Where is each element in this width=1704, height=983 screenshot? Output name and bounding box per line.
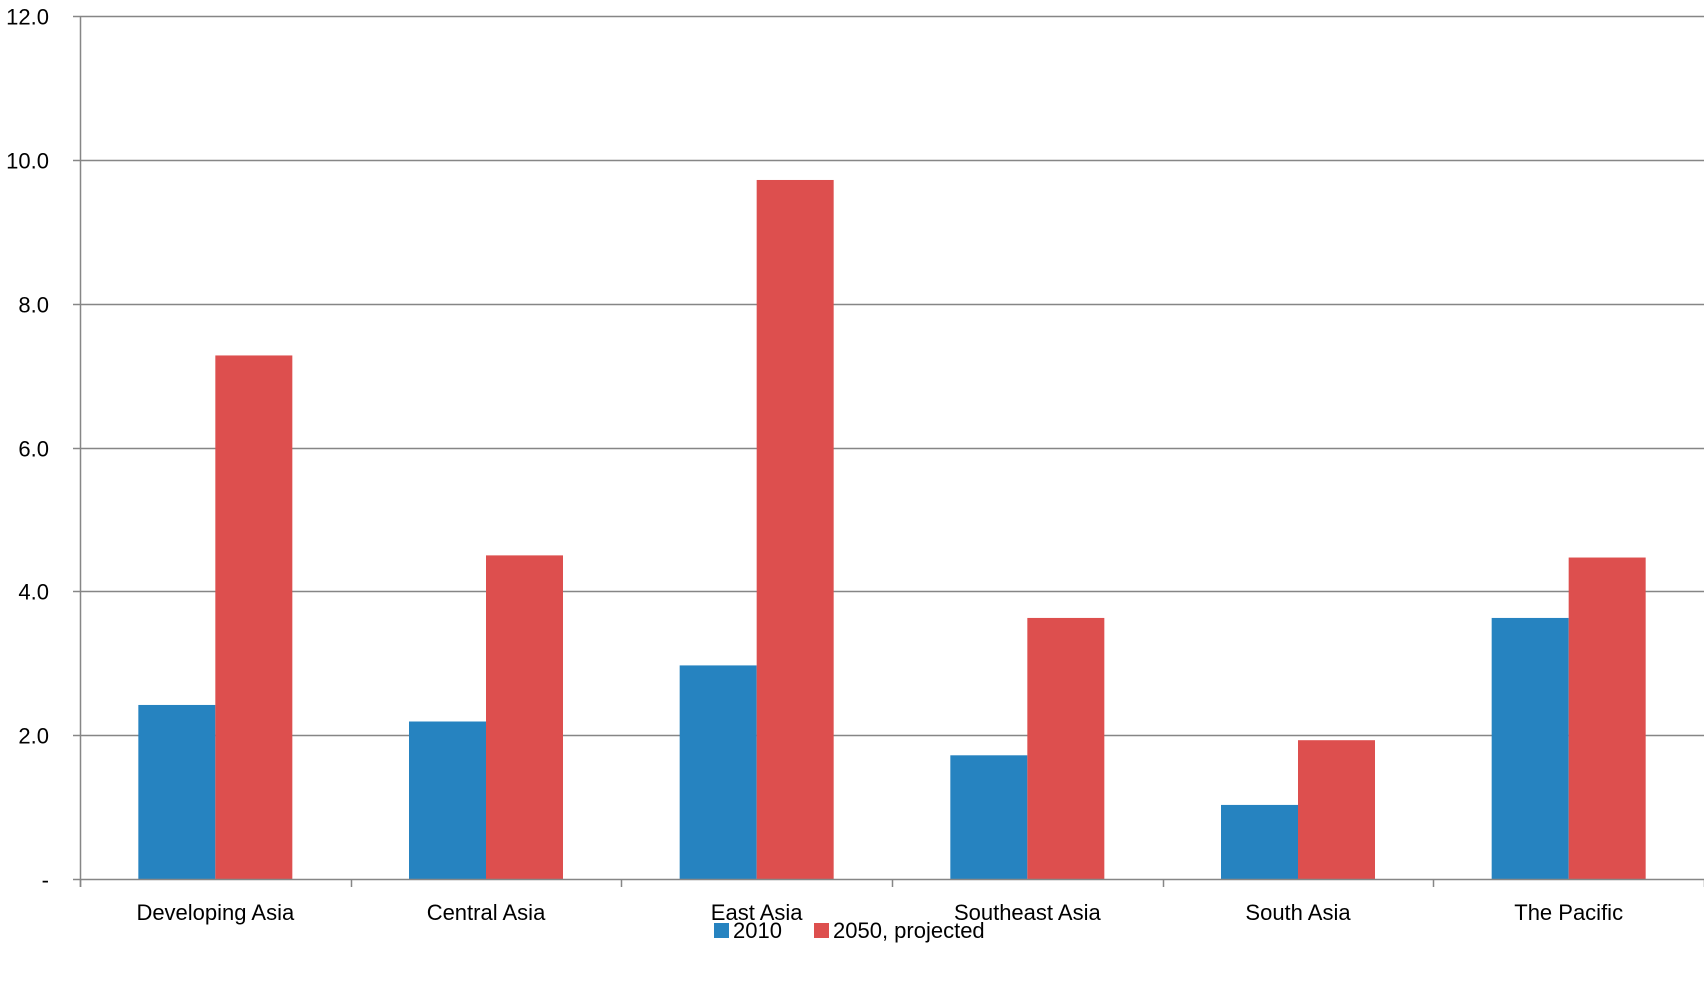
y-tick-labels: - 2.0 4.0 6.0 8.0 10.0 12.0 <box>6 5 49 893</box>
y-tick-label: 10.0 <box>6 149 49 174</box>
bars <box>138 179 1646 880</box>
bar-series-2 <box>1027 617 1105 879</box>
bar-series-1 <box>1221 804 1298 879</box>
bar-series-1 <box>1491 617 1569 879</box>
x-tick-label: East Asia <box>711 900 803 925</box>
gridlines <box>80 15 1704 737</box>
legend: 2010 2050, projected <box>714 918 985 943</box>
x-tick-label: Central Asia <box>427 900 546 925</box>
bar-series-1 <box>950 755 1028 879</box>
axes <box>73 15 1704 887</box>
legend-swatch <box>814 923 829 938</box>
bar-series-1 <box>138 704 216 879</box>
bar-series-2 <box>756 179 834 880</box>
y-tick-label: - <box>42 868 49 893</box>
y-tick-label: 4.0 <box>18 580 49 605</box>
bar-series-2 <box>215 355 293 879</box>
bar-series-2 <box>1298 740 1375 879</box>
bar-series-1 <box>679 665 757 879</box>
y-tick-label: 8.0 <box>18 293 49 318</box>
bar-series-1 <box>409 721 486 879</box>
x-tick-labels: Developing Asia Central Asia East Asia Sout… <box>136 900 1623 925</box>
y-tick-label: 2.0 <box>18 724 49 749</box>
y-tick-label: 6.0 <box>18 437 49 462</box>
y-tick-label: 12.0 <box>6 5 49 30</box>
bar-series-2 <box>486 555 563 880</box>
legend-label: 2010 <box>733 918 782 943</box>
x-tick-label: South Asia <box>1245 900 1351 925</box>
x-tick-label: The Pacific <box>1514 900 1623 925</box>
x-tick-label: Southeast Asia <box>954 900 1102 925</box>
legend-swatch <box>714 923 729 938</box>
legend-label: 2050, projected <box>833 918 985 943</box>
x-tick-label: Developing Asia <box>136 900 295 925</box>
bar-series-2 <box>1568 557 1646 879</box>
